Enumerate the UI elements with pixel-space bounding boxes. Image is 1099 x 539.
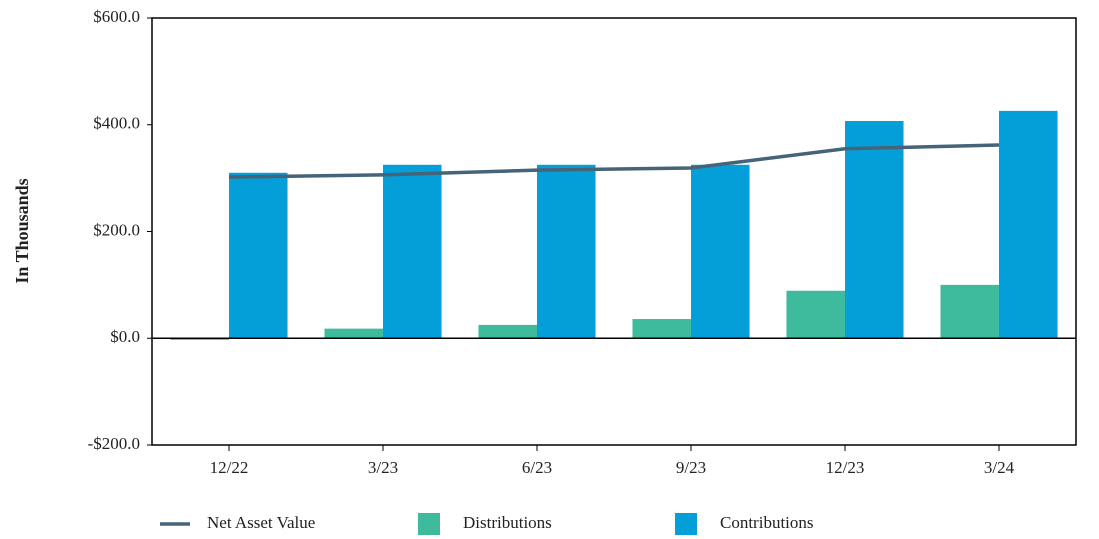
- legend-label: Net Asset Value: [207, 513, 315, 532]
- x-tick-label: 12/22: [210, 458, 249, 477]
- line: [228, 143, 1000, 179]
- legend-label: Distributions: [463, 513, 552, 532]
- bar: [478, 324, 537, 339]
- y-tick-label: $0.0: [110, 327, 140, 346]
- bar: [170, 338, 229, 340]
- bar: [537, 164, 596, 339]
- y-axis-title: In Thousands: [12, 178, 32, 283]
- bar: [691, 164, 750, 339]
- x-tick-label: 3/24: [984, 458, 1015, 477]
- y-tick-label: $600.0: [93, 7, 140, 26]
- bar: [324, 328, 383, 339]
- x-tick-label: 6/23: [522, 458, 552, 477]
- bar: [229, 172, 288, 339]
- legend-swatch: [675, 513, 697, 535]
- plot-frame: [151, 17, 1077, 446]
- x-tick-label: 9/23: [676, 458, 706, 477]
- bar: [999, 110, 1058, 339]
- x-tick-label: 12/23: [826, 458, 865, 477]
- bar: [383, 164, 442, 339]
- x-tick-label: 3/23: [368, 458, 398, 477]
- bar: [786, 290, 845, 339]
- y-tick-label: -$200.0: [88, 434, 140, 453]
- legend-label: Contributions: [720, 513, 814, 532]
- bar: [632, 319, 691, 339]
- bar: [845, 121, 904, 339]
- bar: [940, 284, 999, 339]
- y-tick-label: $200.0: [93, 220, 140, 239]
- y-tick-label: $400.0: [93, 114, 140, 133]
- legend-swatch: [418, 513, 440, 535]
